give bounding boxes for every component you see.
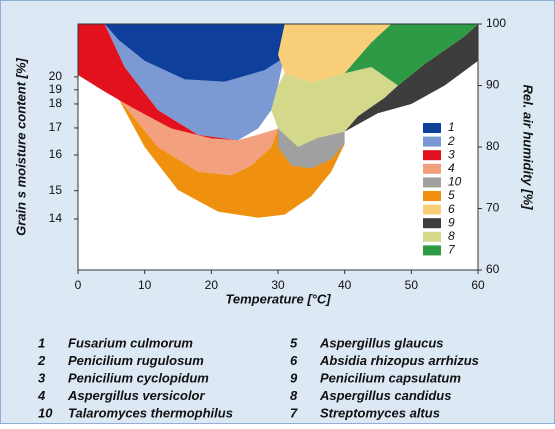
y2-tick-label: 100 xyxy=(486,16,506,30)
species-number: 7 xyxy=(290,405,298,420)
species-name: Penicilium rugulosum xyxy=(68,353,204,368)
x-tick-label: 50 xyxy=(405,278,419,292)
species-name: Talaromyces thermophilus xyxy=(68,405,233,420)
legend-label: 6 xyxy=(448,202,455,216)
region xyxy=(271,67,398,147)
y-tick-label: 14 xyxy=(49,211,63,225)
x-axis-label: Temperature [°C] xyxy=(225,291,331,306)
species-name: Aspergillus candidus xyxy=(319,388,451,403)
legend-swatch xyxy=(423,191,441,201)
y-tick-label: 18 xyxy=(49,96,63,110)
region xyxy=(118,97,345,218)
x-tick-label: 20 xyxy=(205,278,219,292)
region xyxy=(344,24,478,132)
species-number: 4 xyxy=(37,388,46,403)
legend-swatch xyxy=(423,218,441,229)
species-name: Streptomyces altus xyxy=(320,405,440,420)
y2-tick-label: 70 xyxy=(486,201,500,215)
y-axis-label: Grain s moisture content [%] xyxy=(13,57,28,235)
species-number: 1 xyxy=(38,335,45,350)
legend-label: 9 xyxy=(448,215,455,229)
species-number: 3 xyxy=(38,370,46,385)
region xyxy=(104,24,325,82)
x-tick-label: 60 xyxy=(471,278,485,292)
legend-swatch xyxy=(423,245,441,256)
legend-label: 3 xyxy=(448,147,455,161)
species-number: 5 xyxy=(290,335,298,350)
legend-label: 1 xyxy=(448,120,455,134)
x-tick-label: 40 xyxy=(338,278,352,292)
region xyxy=(104,24,285,141)
y2-axis-label: Rel. air humidity [%] xyxy=(521,85,536,211)
y-tick-label: 16 xyxy=(49,147,63,161)
legend-label: 5 xyxy=(448,188,455,202)
species-name: Penicilium cyclopidum xyxy=(68,370,209,385)
y-tick-label: 19 xyxy=(49,82,63,96)
species-name: Fusarium culmorum xyxy=(68,335,193,350)
x-tick-label: 0 xyxy=(75,278,82,292)
legend-swatch xyxy=(423,150,441,161)
species-number: 10 xyxy=(38,405,53,420)
y-tick-label: 15 xyxy=(49,183,63,197)
legend-label: 2 xyxy=(447,134,455,148)
legend-label: 7 xyxy=(448,243,456,257)
species-name: Penicilium capsulatum xyxy=(320,370,461,385)
legend-label: 10 xyxy=(448,175,462,189)
x-tick-label: 10 xyxy=(138,278,152,292)
region xyxy=(278,24,392,83)
region xyxy=(118,97,278,176)
y2-tick-label: 90 xyxy=(486,78,500,92)
legend-swatch xyxy=(423,204,441,215)
legend-label: 4 xyxy=(448,161,455,175)
species-number: 9 xyxy=(290,370,298,385)
legend-swatch xyxy=(423,123,441,133)
region xyxy=(78,24,238,141)
species-name: Aspergillus versicolor xyxy=(67,388,205,403)
y2-tick-label: 80 xyxy=(486,139,500,153)
species-name: Absidia rhizopus arrhizus xyxy=(319,353,479,368)
x-tick-label: 30 xyxy=(271,278,285,292)
legend-swatch xyxy=(423,163,441,174)
y2-tick-label: 60 xyxy=(486,262,500,276)
legend-swatch xyxy=(423,231,441,242)
legend-label: 8 xyxy=(448,229,455,243)
legend-swatch xyxy=(423,177,441,188)
y-tick-label: 20 xyxy=(49,69,63,83)
species-number: 2 xyxy=(37,353,46,368)
y-tick-label: 17 xyxy=(49,120,63,134)
species-name: Aspergillus glaucus xyxy=(319,335,444,350)
region xyxy=(344,24,478,86)
species-number: 8 xyxy=(290,388,298,403)
legend-swatch xyxy=(423,136,441,147)
species-number: 6 xyxy=(290,353,298,368)
